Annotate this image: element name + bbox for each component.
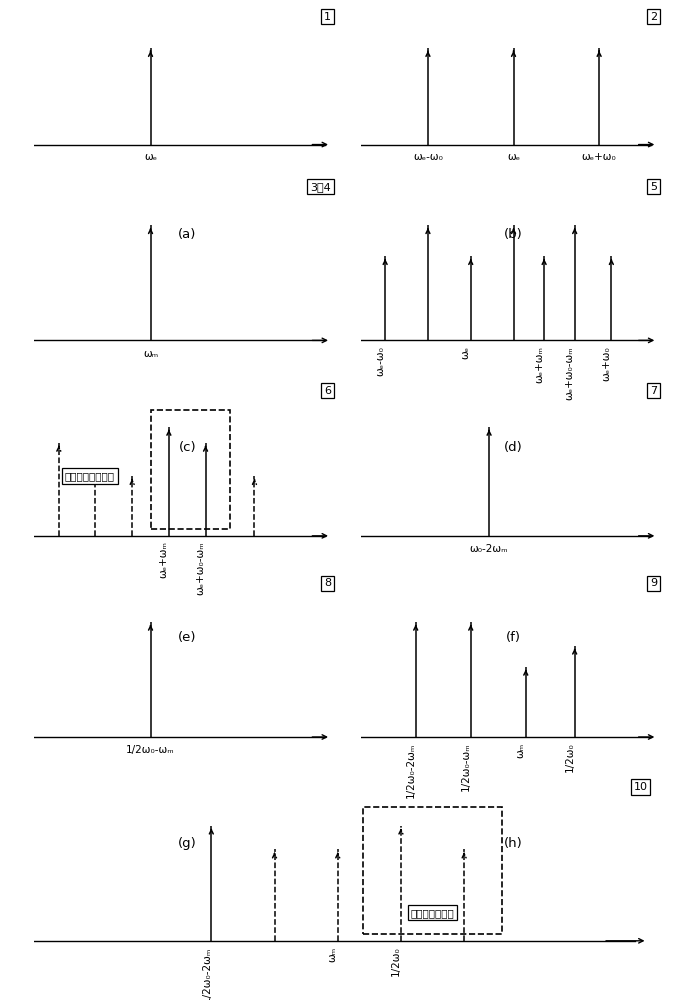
Text: (g): (g) — [178, 837, 196, 850]
Text: 1/2ω₀: 1/2ω₀ — [391, 946, 401, 976]
Text: 1/2ω₀-2ωₘ: 1/2ω₀-2ωₘ — [406, 743, 416, 798]
Text: 可调光滤波器响应: 可调光滤波器响应 — [65, 471, 115, 481]
Text: (d): (d) — [504, 441, 523, 454]
Text: 6: 6 — [324, 386, 331, 396]
Text: 2: 2 — [650, 12, 657, 22]
Text: ωₑ: ωₑ — [507, 152, 520, 162]
Text: ωₑ: ωₑ — [144, 152, 157, 162]
Text: ωₑ+ωₘ: ωₑ+ωₘ — [534, 346, 544, 383]
Text: 1/2ω₀: 1/2ω₀ — [565, 743, 574, 772]
Text: 9: 9 — [650, 578, 657, 588]
Text: ωₑ-ω₀: ωₑ-ω₀ — [375, 346, 385, 376]
Bar — [150, 410, 230, 529]
Text: 1: 1 — [324, 12, 331, 22]
Text: ωₘ: ωₘ — [516, 743, 526, 758]
Text: ωₑ+ω₀-ωₘ: ωₑ+ω₀-ωₘ — [565, 346, 574, 400]
Text: (h): (h) — [504, 837, 523, 850]
Text: 10: 10 — [633, 782, 647, 792]
Text: 可调滤波器响应: 可调滤波器响应 — [411, 908, 454, 918]
Text: ωₑ+ω₀-ωₘ: ωₑ+ω₀-ωₘ — [196, 541, 205, 595]
Text: (c): (c) — [179, 441, 196, 454]
Text: (f): (f) — [506, 631, 521, 644]
Text: (a): (a) — [178, 228, 196, 241]
Text: ωₘ: ωₘ — [328, 946, 338, 962]
Text: 3、4: 3、4 — [310, 182, 331, 192]
Text: (e): (e) — [178, 631, 196, 644]
Text: 8: 8 — [324, 578, 331, 588]
Text: ω₀-2ωₘ: ω₀-2ωₘ — [470, 544, 508, 554]
Text: ωₑ-ω₀: ωₑ-ω₀ — [413, 152, 443, 162]
Text: ωₑ: ωₑ — [461, 346, 471, 359]
Text: ωₑ+ω₀: ωₑ+ω₀ — [601, 346, 611, 381]
Text: ωₘ: ωₘ — [143, 349, 158, 359]
Text: 1/2ω₀-2ωₘ: 1/2ω₀-2ωₘ — [201, 946, 212, 1000]
Text: ωₑ+ω₀: ωₑ+ω₀ — [582, 152, 616, 162]
Text: 7: 7 — [650, 386, 657, 396]
Bar — [363, 807, 502, 934]
Text: (b): (b) — [504, 228, 523, 241]
Text: ωₑ+ωₘ: ωₑ+ωₘ — [159, 541, 169, 578]
Text: 1/2ω₀-ωₘ: 1/2ω₀-ωₘ — [461, 743, 471, 791]
Text: 5: 5 — [650, 182, 657, 192]
Text: 1/2ω₀-ωₘ: 1/2ω₀-ωₘ — [126, 745, 174, 755]
